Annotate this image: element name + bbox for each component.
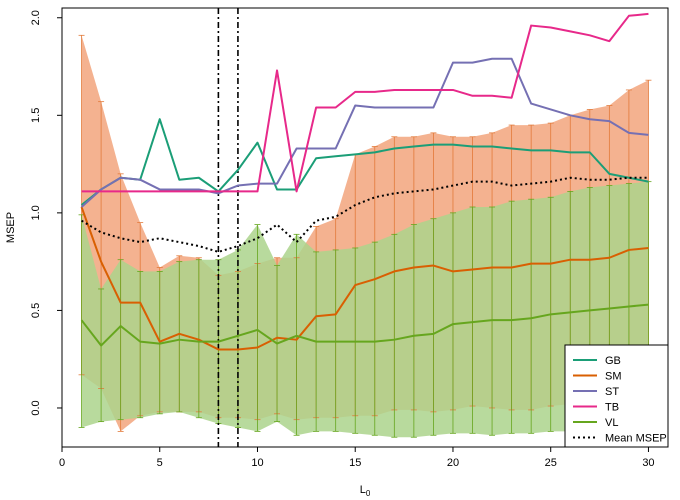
vlines-layer (217, 8, 239, 447)
series-line-gb (80, 118, 649, 206)
y-tick-label: 1.0 (30, 205, 42, 220)
series-line-st (80, 57, 649, 208)
x-axis: 0 5 10 15 20 25 30 (59, 446, 655, 469)
x-axis-title-main: L (360, 484, 366, 496)
x-tick-label: 20 (447, 457, 459, 469)
legend-label: TB (605, 402, 619, 414)
bands-layer (81, 35, 649, 438)
legend: GB SM ST TB VL Mean MSEP (564, 344, 669, 448)
y-axis: 0.0 0.5 1.0 1.5 2.0 (30, 10, 62, 416)
legend-label: GB (605, 355, 621, 367)
series-line-sm (80, 206, 649, 351)
legend-label: VL (605, 417, 618, 429)
x-axis-title: L0 (360, 484, 371, 498)
legend-label: Mean MSEP (605, 433, 667, 445)
x-tick-label: 10 (251, 457, 263, 469)
legend-label: ST (605, 386, 619, 398)
x-tick-label: 30 (642, 457, 654, 469)
series-line-tb (81, 12, 649, 193)
x-tick-label: 0 (59, 457, 65, 469)
series-line-vl (80, 303, 649, 347)
x-tick-label: 25 (545, 457, 557, 469)
y-tick-label: 0.5 (30, 303, 42, 318)
x-tick-label: 5 (157, 457, 163, 469)
y-tick-label: 0.0 (30, 400, 42, 415)
legend-box (564, 344, 669, 448)
legend-label: SM (605, 371, 622, 383)
y-axis-title: MSEP (5, 212, 17, 243)
y-tick-label: 2.0 (30, 10, 42, 25)
x-axis-title-subscript: 0 (366, 489, 371, 498)
band-vl (81, 181, 649, 438)
y-tick-label: 1.5 (30, 108, 42, 123)
series-layer (80, 12, 649, 351)
x-tick-label: 15 (349, 457, 361, 469)
